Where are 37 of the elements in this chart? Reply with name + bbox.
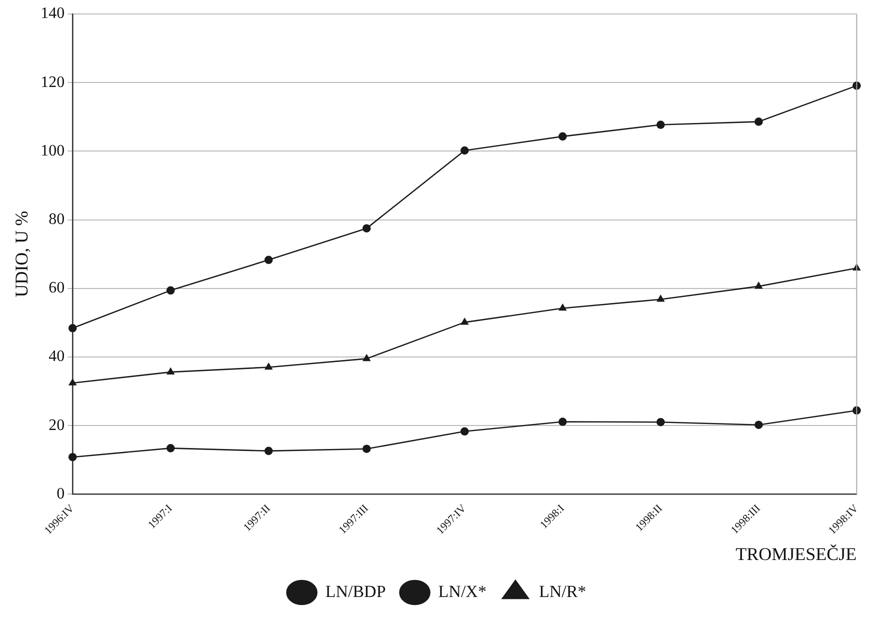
point: [166, 444, 175, 452]
point: [362, 444, 371, 454]
y-tick-label: 60: [48, 280, 65, 297]
y-tick-label: 80: [48, 210, 65, 228]
y-tick-label: 120: [40, 74, 65, 91]
legend-label: LN/X*: [438, 582, 486, 601]
y-axis-title: UDIO, U %: [12, 210, 32, 298]
point: [754, 118, 763, 126]
x-axis-title: TROMJESEČJE: [736, 544, 857, 564]
point: [362, 354, 370, 362]
point: [264, 363, 272, 370]
point: [460, 318, 468, 325]
point: [656, 295, 664, 302]
point: [362, 224, 371, 232]
y-tick-label: 40: [48, 348, 65, 366]
point: [68, 324, 77, 332]
point: [754, 282, 762, 289]
point: [558, 418, 567, 426]
point: [656, 120, 665, 129]
y-tick-label: 140: [40, 5, 65, 22]
point: [68, 378, 76, 386]
point: [754, 420, 763, 430]
point: [558, 132, 567, 141]
point: [264, 446, 273, 456]
point: [166, 286, 175, 295]
point: [68, 452, 77, 462]
legend-label: LN/R*: [538, 582, 586, 601]
legend-label: LN/BDP: [325, 582, 386, 601]
y-tick-label: 20: [48, 416, 65, 434]
point: [558, 304, 566, 311]
y-tick-label: 100: [40, 142, 65, 160]
point: [656, 418, 665, 426]
point: [166, 368, 174, 374]
point: [264, 256, 273, 264]
point: [460, 427, 469, 436]
y-tick-label: 0: [56, 485, 65, 502]
point: [460, 146, 469, 155]
